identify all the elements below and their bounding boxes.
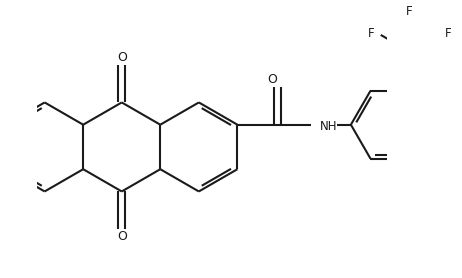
Text: O: O — [117, 51, 127, 64]
Text: F: F — [445, 27, 451, 40]
Text: O: O — [117, 230, 127, 243]
Text: F: F — [407, 5, 413, 18]
Text: F: F — [368, 27, 374, 40]
Text: O: O — [268, 73, 278, 86]
Text: NH: NH — [320, 120, 337, 133]
